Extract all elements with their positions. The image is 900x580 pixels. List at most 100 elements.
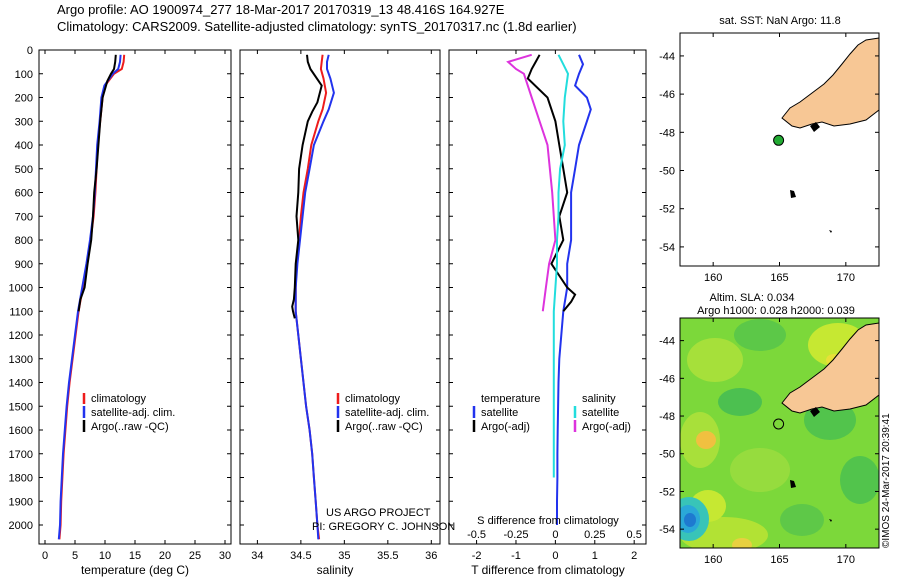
map-x-tick-label: 165	[770, 554, 788, 566]
y-tick-label: 500	[15, 164, 33, 176]
x-tick-label: 0	[552, 550, 558, 562]
legend-label-t-satellite: satellite	[481, 407, 518, 419]
salinity-panel: 34 34.5 35 35.5 36 salinity climatology sate…	[239, 49, 455, 577]
legend-label-satellite-adj: satellite-adj. clim.	[91, 407, 175, 419]
series-line-satellite-adj-clim	[294, 54, 335, 540]
top-x-tick-label: 0.5	[627, 529, 642, 541]
sla-map-panel: Altim. SLA: 0.034 Argo h1000: 0.028 h200…	[659, 292, 892, 566]
x-tick-label: 25	[189, 550, 201, 562]
y-tick-label: 700	[15, 211, 33, 223]
series-line-argo-raw-qc	[77, 54, 117, 312]
map-y-tick-label: -48	[659, 411, 675, 423]
map-y-tick-label: -46	[659, 89, 675, 101]
map-y-tick-label: -48	[659, 127, 675, 139]
y-tick-label: 200	[15, 93, 33, 105]
salinity-legend: climatology satellite-adj. clim. Argo(..…	[336, 393, 429, 433]
figure-title-line1: Argo profile: AO 1900974_277 18-Mar-2017…	[57, 2, 505, 17]
map-y-tick-label: -54	[659, 524, 675, 536]
figure-title-line2: Climatology: CARS2009. Satellite-adjuste…	[57, 19, 577, 34]
sla-patch-cold	[684, 513, 696, 527]
y-tick-label: 1200	[9, 330, 33, 342]
sla-map-title-line2: Argo h1000: 0.028 h2000: 0.039	[697, 305, 855, 317]
map-y-tick-label: -46	[659, 373, 675, 385]
sla-patch-warm	[732, 538, 752, 548]
x-tick-label: 10	[99, 550, 111, 562]
legend-group-temperature: temperature	[481, 393, 540, 405]
x-tick-label: -1	[511, 550, 521, 562]
argo-float-marker	[773, 418, 785, 430]
stewart-island	[810, 407, 820, 417]
y-tick-label: 1300	[9, 354, 33, 366]
sst-map-panel: sat. SST: NaN Argo: 11.8 160 165 170 -44 -4…	[659, 15, 880, 284]
series-line-salinity-argo-adj	[506, 53, 557, 312]
legend-label-s-argo: Argo(-adj)	[582, 421, 631, 433]
top-x-tick-label: -0.5	[467, 529, 486, 541]
x-tick-label: 35	[338, 550, 350, 562]
x-tick-label: 0	[42, 550, 48, 562]
y-tick-label: 900	[15, 259, 33, 271]
difference-panel: -2 -1 0 1 2 -0.5 -0.25 0 0.25 0.5 S difference f…	[448, 49, 647, 577]
top-x-tick-label: -0.25	[503, 529, 528, 541]
x-tick-label: 36	[425, 550, 437, 562]
difference-top-xlabel: S difference from climatology	[477, 515, 619, 527]
y-tick-label: 1900	[9, 496, 33, 508]
sla-patch-warm	[696, 431, 716, 449]
map-y-tick-label: -54	[659, 242, 675, 254]
map-y-tick-label: -50	[659, 166, 675, 178]
salinity-frame	[239, 49, 441, 545]
sla-patch	[840, 456, 879, 504]
x-tick-label: 1	[592, 550, 598, 562]
x-tick-label: 34.5	[290, 550, 311, 562]
y-tick-label: 300	[15, 116, 33, 128]
map-y-tick-label: -50	[659, 449, 675, 461]
y-tick-label: 600	[15, 188, 33, 200]
map-y-tick-label: -52	[659, 486, 675, 498]
legend-label-climatology: climatology	[91, 393, 147, 405]
x-tick-label: 5	[72, 550, 78, 562]
sla-patch	[718, 388, 762, 416]
series-line-climatology	[58, 54, 126, 540]
sla-patch	[734, 319, 786, 351]
salinity-xlabel: salinity	[317, 563, 354, 577]
y-tick-label: 400	[15, 140, 33, 152]
map-x-tick-label: 165	[770, 272, 788, 284]
map-y-tick-label: -44	[659, 336, 675, 348]
sst-map-title: sat. SST: NaN Argo: 11.8	[719, 15, 840, 27]
legend-label-argo: Argo(..raw -QC)	[345, 421, 423, 433]
y-tick-label: 1100	[9, 306, 33, 318]
temperature-panel: 0100200300400500600700800900100011001200…	[9, 45, 232, 577]
x-tick-label: 34	[251, 550, 263, 562]
map-x-tick-label: 170	[837, 272, 855, 284]
x-tick-label: 35.5	[377, 550, 398, 562]
temperature-xlabel: temperature (deg C)	[81, 563, 189, 577]
series-line-salinity-satellite	[552, 54, 570, 478]
sla-heatmap	[680, 318, 879, 548]
legend-label-satellite-adj: satellite-adj. clim.	[345, 407, 429, 419]
map-x-tick-label: 160	[704, 554, 722, 566]
difference-legend: temperature satellite Argo(-adj) salinit…	[472, 393, 631, 433]
y-tick-label: 1500	[9, 401, 33, 413]
y-tick-label: 1700	[9, 449, 33, 461]
legend-label-argo: Argo(..raw -QC)	[91, 421, 169, 433]
sla-patch	[687, 338, 743, 382]
legend-label-climatology: climatology	[345, 393, 401, 405]
map-x-tick-label: 160	[704, 272, 722, 284]
y-tick-label: 1800	[9, 473, 33, 485]
x-tick-label: 2	[631, 550, 637, 562]
legend-label-t-argo: Argo(-adj)	[481, 421, 530, 433]
sla-patch	[730, 448, 790, 492]
sla-map-title-line1: Altim. SLA: 0.034	[710, 292, 795, 304]
campbell-island	[829, 230, 832, 233]
temperature-legend: climatology satellite-adj. clim. Argo(..…	[82, 393, 175, 433]
stewart-island	[810, 122, 820, 132]
map-x-tick-label: 170	[837, 554, 855, 566]
credit-pi: PI: GREGORY C. JOHNSON	[312, 521, 455, 533]
y-tick-label: 1600	[9, 425, 33, 437]
y-tick-label: 100	[15, 69, 33, 81]
top-x-tick-label: 0	[552, 529, 558, 541]
difference-xlabel: T difference from climatology	[471, 563, 625, 577]
imos-timestamp: ©IMOS 24-Mar-2017 20:39:41	[881, 413, 892, 548]
credit-project: US ARGO PROJECT	[326, 507, 431, 519]
x-tick-label: -2	[472, 550, 482, 562]
